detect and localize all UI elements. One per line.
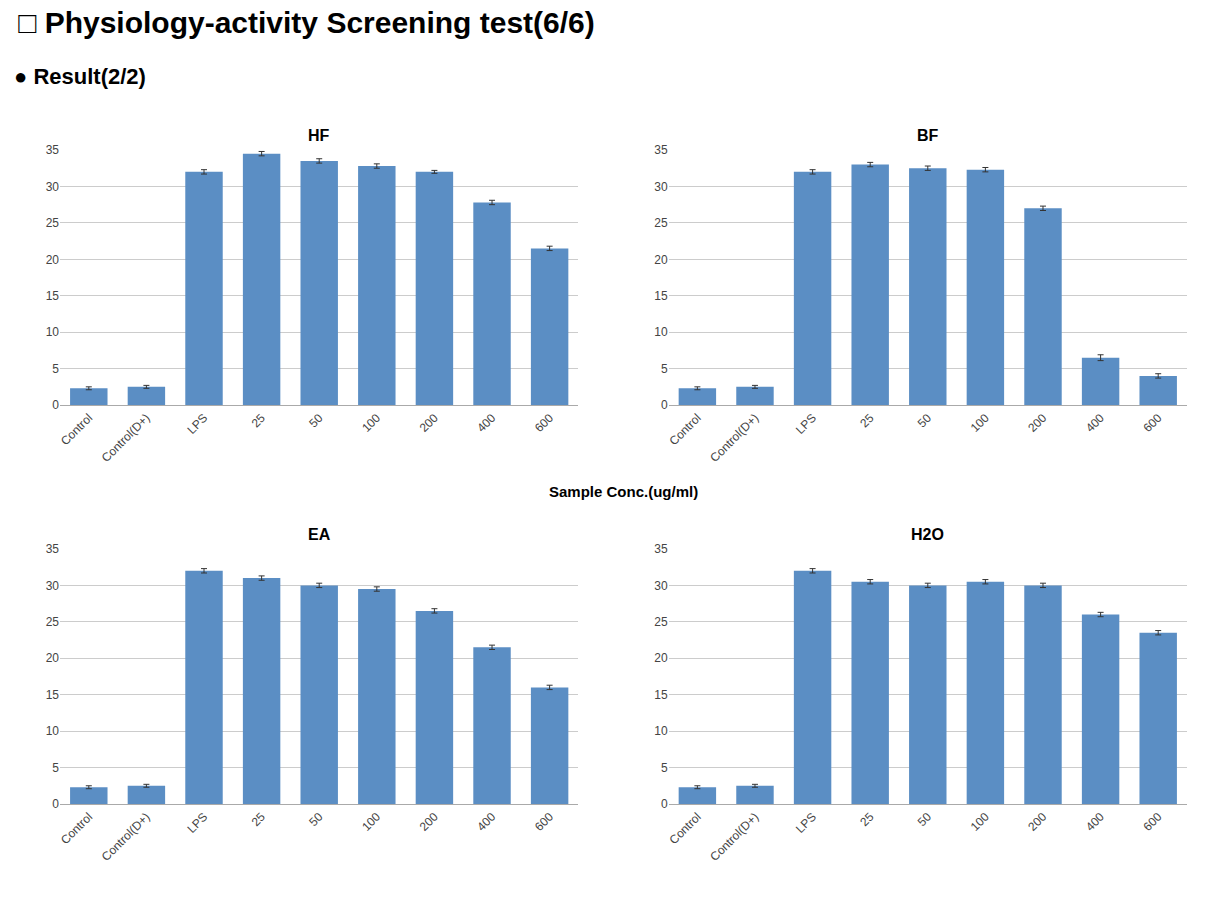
svg-text:EA: EA — [308, 526, 331, 543]
svg-text:5: 5 — [52, 761, 59, 775]
svg-text:10: 10 — [654, 325, 668, 339]
svg-text:15: 15 — [46, 688, 60, 702]
svg-text:200: 200 — [417, 411, 441, 435]
svg-text:100: 100 — [968, 810, 992, 834]
svg-text:200: 200 — [1025, 411, 1049, 435]
svg-text:20: 20 — [654, 253, 668, 267]
svg-text:15: 15 — [654, 289, 668, 303]
svg-text:0: 0 — [661, 797, 668, 811]
svg-text:30: 30 — [46, 579, 60, 593]
svg-text:10: 10 — [654, 724, 668, 738]
svg-text:10: 10 — [46, 724, 60, 738]
svg-text:Control: Control — [666, 810, 703, 847]
svg-text:□ Physiology-activity Screenin: □ Physiology-activity Screening test(6/6… — [18, 6, 595, 39]
svg-text:100: 100 — [359, 411, 383, 435]
svg-text:HF: HF — [308, 127, 330, 144]
svg-text:30: 30 — [46, 180, 60, 194]
svg-text:25: 25 — [249, 810, 269, 830]
svg-text:600: 600 — [1141, 810, 1165, 834]
svg-text:25: 25 — [46, 216, 60, 230]
svg-text:50: 50 — [306, 810, 326, 830]
svg-text:5: 5 — [661, 761, 668, 775]
svg-text:● Result(2/2): ● Result(2/2) — [14, 64, 146, 89]
svg-text:35: 35 — [46, 143, 60, 157]
svg-text:600: 600 — [532, 411, 556, 435]
svg-text:15: 15 — [46, 289, 60, 303]
svg-text:LPS: LPS — [793, 810, 819, 836]
svg-text:200: 200 — [1025, 810, 1049, 834]
svg-text:25: 25 — [654, 216, 668, 230]
svg-text:Control: Control — [58, 810, 95, 847]
svg-text:50: 50 — [306, 411, 326, 431]
svg-text:35: 35 — [46, 542, 60, 556]
svg-text:0: 0 — [52, 797, 59, 811]
svg-text:LPS: LPS — [184, 411, 210, 437]
svg-text:100: 100 — [968, 411, 992, 435]
svg-text:0: 0 — [52, 398, 59, 412]
svg-text:Control: Control — [666, 411, 703, 448]
svg-text:30: 30 — [654, 180, 668, 194]
svg-text:20: 20 — [46, 651, 60, 665]
svg-text:15: 15 — [654, 688, 668, 702]
svg-text:Control: Control — [58, 411, 95, 448]
svg-text:10: 10 — [46, 325, 60, 339]
svg-text:BF: BF — [917, 127, 939, 144]
svg-text:20: 20 — [654, 651, 668, 665]
svg-text:600: 600 — [1141, 411, 1165, 435]
svg-text:25: 25 — [654, 615, 668, 629]
svg-text:H2O: H2O — [911, 526, 944, 543]
svg-text:Control(D+): Control(D+) — [707, 411, 761, 465]
svg-text:600: 600 — [532, 810, 556, 834]
svg-text:5: 5 — [52, 362, 59, 376]
svg-text:Control(D+): Control(D+) — [707, 810, 761, 864]
svg-text:400: 400 — [474, 810, 498, 834]
svg-text:50: 50 — [915, 411, 935, 431]
svg-text:35: 35 — [654, 542, 668, 556]
svg-text:Control(D+): Control(D+) — [99, 411, 153, 465]
svg-text:25: 25 — [857, 411, 877, 431]
svg-text:0: 0 — [661, 398, 668, 412]
svg-text:35: 35 — [654, 143, 668, 157]
svg-text:Sample Conc.(ug/ml): Sample Conc.(ug/ml) — [549, 483, 698, 500]
svg-text:400: 400 — [1083, 411, 1107, 435]
svg-text:Control(D+): Control(D+) — [99, 810, 153, 864]
svg-text:LPS: LPS — [184, 810, 210, 836]
svg-text:200: 200 — [417, 810, 441, 834]
svg-text:100: 100 — [359, 810, 383, 834]
svg-text:400: 400 — [1083, 810, 1107, 834]
svg-text:30: 30 — [654, 579, 668, 593]
svg-text:20: 20 — [46, 253, 60, 267]
svg-text:LPS: LPS — [793, 411, 819, 437]
svg-text:25: 25 — [857, 810, 877, 830]
svg-text:25: 25 — [46, 615, 60, 629]
svg-text:50: 50 — [915, 810, 935, 830]
svg-text:25: 25 — [249, 411, 269, 431]
svg-text:400: 400 — [474, 411, 498, 435]
svg-text:5: 5 — [661, 362, 668, 376]
